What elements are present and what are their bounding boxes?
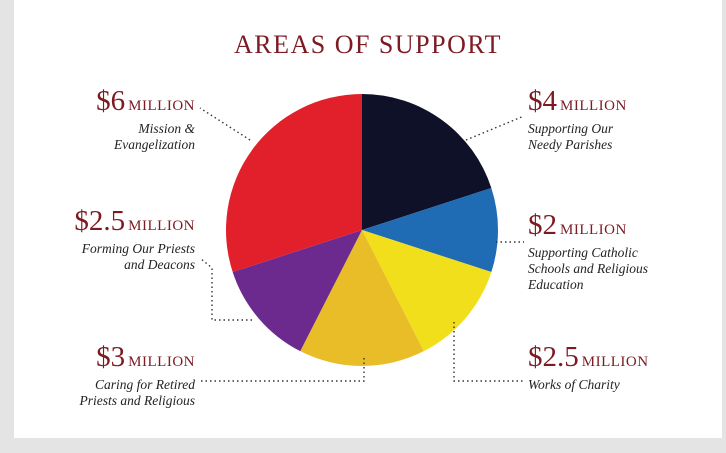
amount-retired-priests: $3 [96,341,125,373]
label-retired-priests: $3 MILLION Caring for Retired Priests and… [80,342,196,409]
desc-line-forming-priests-2: and Deacons [74,257,195,273]
desc-line-catholic-schools-2: Schools and Religious [528,261,648,277]
amount-forming-priests: $2.5 [74,205,125,237]
amount-mission-evangelization: $6 [96,85,125,117]
label-forming-priests: $2.5 MILLION Forming Our Priests and Deac… [74,206,195,273]
label-catholic-schools: $2 MILLION Supporting Catholic Schools an… [528,210,648,293]
desc-line-mission-evangelization-1: Mission & [96,121,195,137]
unit-retired-priests: MILLION [128,354,195,370]
amount-needy-parishes: $4 [528,85,557,117]
leader-line-needy-parishes [466,116,524,140]
amount-catholic-schools: $2 [528,209,557,241]
unit-needy-parishes: MILLION [560,98,627,114]
desc-line-catholic-schools-3: Education [528,277,648,293]
desc-line-needy-parishes-1: Supporting Our [528,121,627,137]
desc-line-mission-evangelization-2: Evangelization [96,137,195,153]
desc-line-works-of-charity-1: Works of Charity [528,377,649,393]
label-needy-parishes: $4 MILLION Supporting Our Needy Parishes [528,86,627,153]
unit-works-of-charity: MILLION [582,354,649,370]
desc-line-catholic-schools-1: Supporting Catholic [528,245,648,261]
leader-line-mission-evangelization [200,108,250,140]
infographic-card: AREAS OF SUPPORT $4 MILLION Supporting Ou… [14,0,722,438]
label-mission-evangelization: $6 MILLION Mission & Evangelization [96,86,195,153]
amount-works-of-charity: $2.5 [528,341,579,373]
unit-mission-evangelization: MILLION [128,98,195,114]
desc-line-retired-priests-1: Caring for Retired [80,377,196,393]
unit-forming-priests: MILLION [128,218,195,234]
desc-line-retired-priests-2: Priests and Religious [80,393,196,409]
label-works-of-charity: $2.5 MILLION Works of Charity [528,342,649,393]
leader-line-works-of-charity [454,322,524,381]
desc-line-needy-parishes-2: Needy Parishes [528,137,627,153]
desc-line-forming-priests-1: Forming Our Priests [74,241,195,257]
unit-catholic-schools: MILLION [560,222,627,238]
